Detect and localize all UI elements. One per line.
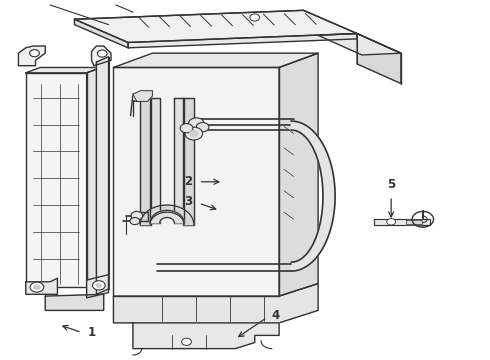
Text: 1: 1 [88, 327, 96, 339]
Polygon shape [406, 220, 422, 224]
Text: 4: 4 [271, 309, 280, 321]
Circle shape [189, 118, 204, 129]
Circle shape [30, 50, 39, 57]
Circle shape [130, 217, 140, 225]
Circle shape [250, 14, 260, 21]
Polygon shape [133, 91, 152, 102]
Polygon shape [140, 205, 194, 225]
Polygon shape [139, 212, 147, 221]
Circle shape [96, 283, 102, 288]
Circle shape [131, 211, 143, 220]
Polygon shape [174, 98, 184, 223]
Circle shape [33, 285, 40, 290]
Polygon shape [291, 121, 335, 271]
Polygon shape [150, 210, 184, 223]
Polygon shape [114, 284, 318, 323]
Polygon shape [150, 98, 160, 223]
Polygon shape [183, 98, 194, 225]
Text: 5: 5 [387, 179, 395, 192]
Circle shape [30, 282, 44, 292]
Polygon shape [318, 33, 401, 55]
Circle shape [182, 338, 192, 345]
Circle shape [180, 123, 193, 133]
Polygon shape [74, 10, 357, 42]
Polygon shape [133, 323, 279, 348]
Polygon shape [45, 294, 104, 310]
Polygon shape [114, 53, 318, 67]
Polygon shape [92, 46, 111, 66]
Polygon shape [87, 275, 109, 298]
Circle shape [93, 281, 105, 290]
Polygon shape [26, 278, 57, 294]
Text: 3: 3 [184, 195, 193, 208]
Circle shape [185, 127, 202, 140]
Polygon shape [87, 67, 101, 287]
Polygon shape [19, 46, 45, 66]
Polygon shape [26, 73, 87, 287]
Circle shape [190, 130, 198, 137]
Polygon shape [74, 19, 128, 48]
Polygon shape [97, 57, 109, 294]
Circle shape [196, 122, 209, 132]
Polygon shape [114, 67, 279, 296]
Polygon shape [374, 219, 430, 225]
Polygon shape [26, 67, 101, 73]
Polygon shape [357, 33, 401, 84]
Circle shape [387, 219, 395, 225]
Circle shape [98, 50, 107, 57]
Polygon shape [140, 98, 151, 225]
Polygon shape [279, 53, 318, 296]
Polygon shape [128, 33, 357, 48]
Text: 2: 2 [184, 175, 193, 188]
